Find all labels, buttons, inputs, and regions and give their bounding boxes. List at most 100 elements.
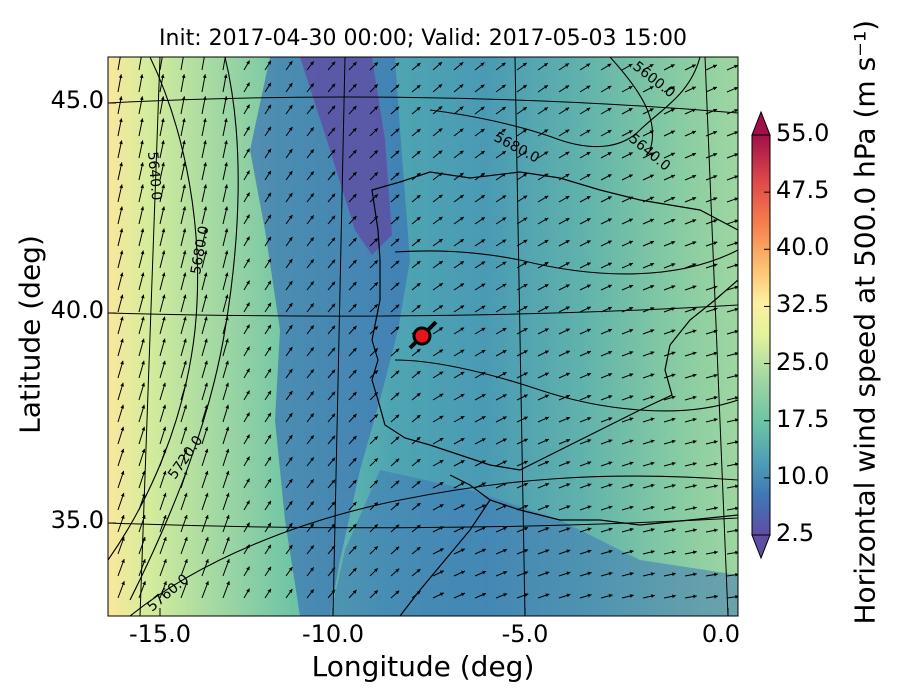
colorbar-extend-min: [751, 534, 771, 560]
wind-arrow-head: [480, 195, 485, 199]
wind-arrow-head: [587, 527, 592, 532]
wind-arrow-head: [182, 294, 187, 299]
wind-arrow-head: [671, 285, 676, 289]
colorbar-extend-max: [751, 110, 771, 136]
wind-arrow-head: [649, 130, 654, 134]
wind-arrow-head: [439, 415, 444, 420]
wind-arrow-head: [481, 327, 486, 332]
wind-arrow-head: [502, 394, 507, 398]
wind-arrow-head: [205, 559, 209, 564]
wind-arrow-head: [118, 118, 123, 123]
wind-arrow-head: [586, 174, 591, 178]
wind-arrow-head: [587, 549, 592, 554]
wind-arrow-head: [163, 559, 167, 564]
wind-arrow-head: [120, 360, 124, 365]
wind-arrow-head: [692, 528, 697, 533]
wind-arrow-head: [671, 572, 676, 577]
wind-arrow-head: [120, 404, 125, 409]
wind-arrow-head: [395, 458, 400, 463]
wind-arrow-head: [224, 316, 229, 321]
wind-arrow-head: [395, 194, 400, 199]
wind-arrow-head: [671, 395, 676, 400]
wind-arrow-head: [671, 483, 676, 488]
wind-arrow-head: [524, 504, 529, 509]
wind-arrow-head: [416, 503, 421, 507]
wind-arrow-head: [650, 527, 655, 532]
wind-arrow-head: [183, 404, 188, 409]
wind-arrow-head: [545, 438, 549, 443]
wind-arrow-head: [460, 548, 465, 553]
wind-arrow-head: [310, 259, 314, 264]
wind-arrow-head: [439, 460, 444, 464]
wind-arrow-head: [182, 162, 186, 167]
wind-arrow-head: [288, 545, 293, 550]
wind-arrow-head: [502, 217, 507, 222]
wind-arrow-head: [141, 382, 145, 387]
wind-arrow-head: [670, 174, 675, 179]
wind-arrow-head: [246, 82, 250, 87]
wind-arrow-head: [459, 150, 464, 155]
wind-arrow-head: [161, 272, 166, 277]
wind-arrow-head: [416, 261, 421, 265]
wind-arrow-head: [246, 522, 250, 527]
wind-arrow-head: [288, 325, 293, 330]
wind-arrow-head: [459, 217, 464, 221]
wind-arrow-head: [246, 258, 250, 263]
wind-arrow-head: [310, 369, 314, 374]
wind-arrow-head: [246, 368, 250, 373]
wind-arrow-head: [502, 239, 507, 244]
wind-arrow-head: [162, 470, 167, 475]
wind-arrow-head: [288, 127, 293, 132]
wind-arrow-head: [734, 64, 738, 69]
wind-arrow-head: [374, 216, 378, 221]
wind-arrow-head: [160, 118, 165, 123]
wind-arrow-head: [649, 108, 654, 112]
wind-arrow-head: [692, 285, 697, 289]
wind-arrow-head: [460, 504, 465, 508]
wind-arrow-head: [267, 478, 271, 483]
wind-arrow-head: [119, 140, 123, 145]
wind-arrow-head: [203, 272, 208, 277]
wind-arrow-head: [438, 128, 443, 133]
wind-arrow-head: [734, 329, 738, 334]
wind-arrow-head: [203, 52, 207, 56]
wind-arrow-head: [223, 118, 228, 123]
wind-arrow-head: [670, 130, 675, 135]
wind-arrow-head: [352, 589, 357, 594]
wind-arrow-head: [459, 261, 464, 265]
wind-arrow-head: [162, 360, 166, 365]
plot-frame: [107, 56, 739, 617]
wind-arrow-head: [204, 470, 209, 475]
wind-arrow-head: [288, 479, 293, 484]
wind-arrow-head: [671, 196, 676, 201]
wind-arrow-head: [544, 129, 549, 134]
wind-arrow-head: [352, 61, 357, 66]
wind-arrow-head: [587, 505, 592, 510]
wind-arrow-head: [650, 439, 655, 444]
wind-arrow-head: [182, 52, 186, 56]
wind-arrow-head: [310, 567, 314, 572]
wind-arrow-head: [160, 74, 165, 79]
wind-arrow-head: [374, 546, 378, 551]
map-title: Init: 2017-04-30 00:00; Valid: 2017-05-0…: [159, 26, 687, 51]
wind-arrow-head: [246, 302, 250, 307]
wind-arrow-head: [481, 283, 486, 288]
wind-arrow-head: [161, 162, 165, 167]
wind-arrow-head: [671, 218, 676, 223]
wind-arrow-head: [459, 106, 464, 111]
wind-arrow-head: [181, 74, 186, 79]
wind-arrow-head: [671, 594, 676, 599]
wind-arrow-head: [734, 285, 738, 290]
wind-arrow-head: [416, 393, 421, 397]
wind-arrow-head: [459, 62, 464, 67]
wind-arrow-head: [374, 348, 378, 353]
wind-arrow-head: [204, 448, 209, 453]
wind-arrow-head: [183, 382, 187, 387]
wind-arrow-head: [204, 404, 209, 409]
wind-arrow-head: [121, 559, 125, 564]
wind-arrow-head: [142, 559, 146, 564]
wind-arrow-head: [182, 184, 187, 189]
wind-arrow-head: [460, 460, 465, 464]
wind-arrow-head: [162, 426, 167, 431]
wind-arrow-head: [310, 347, 314, 352]
